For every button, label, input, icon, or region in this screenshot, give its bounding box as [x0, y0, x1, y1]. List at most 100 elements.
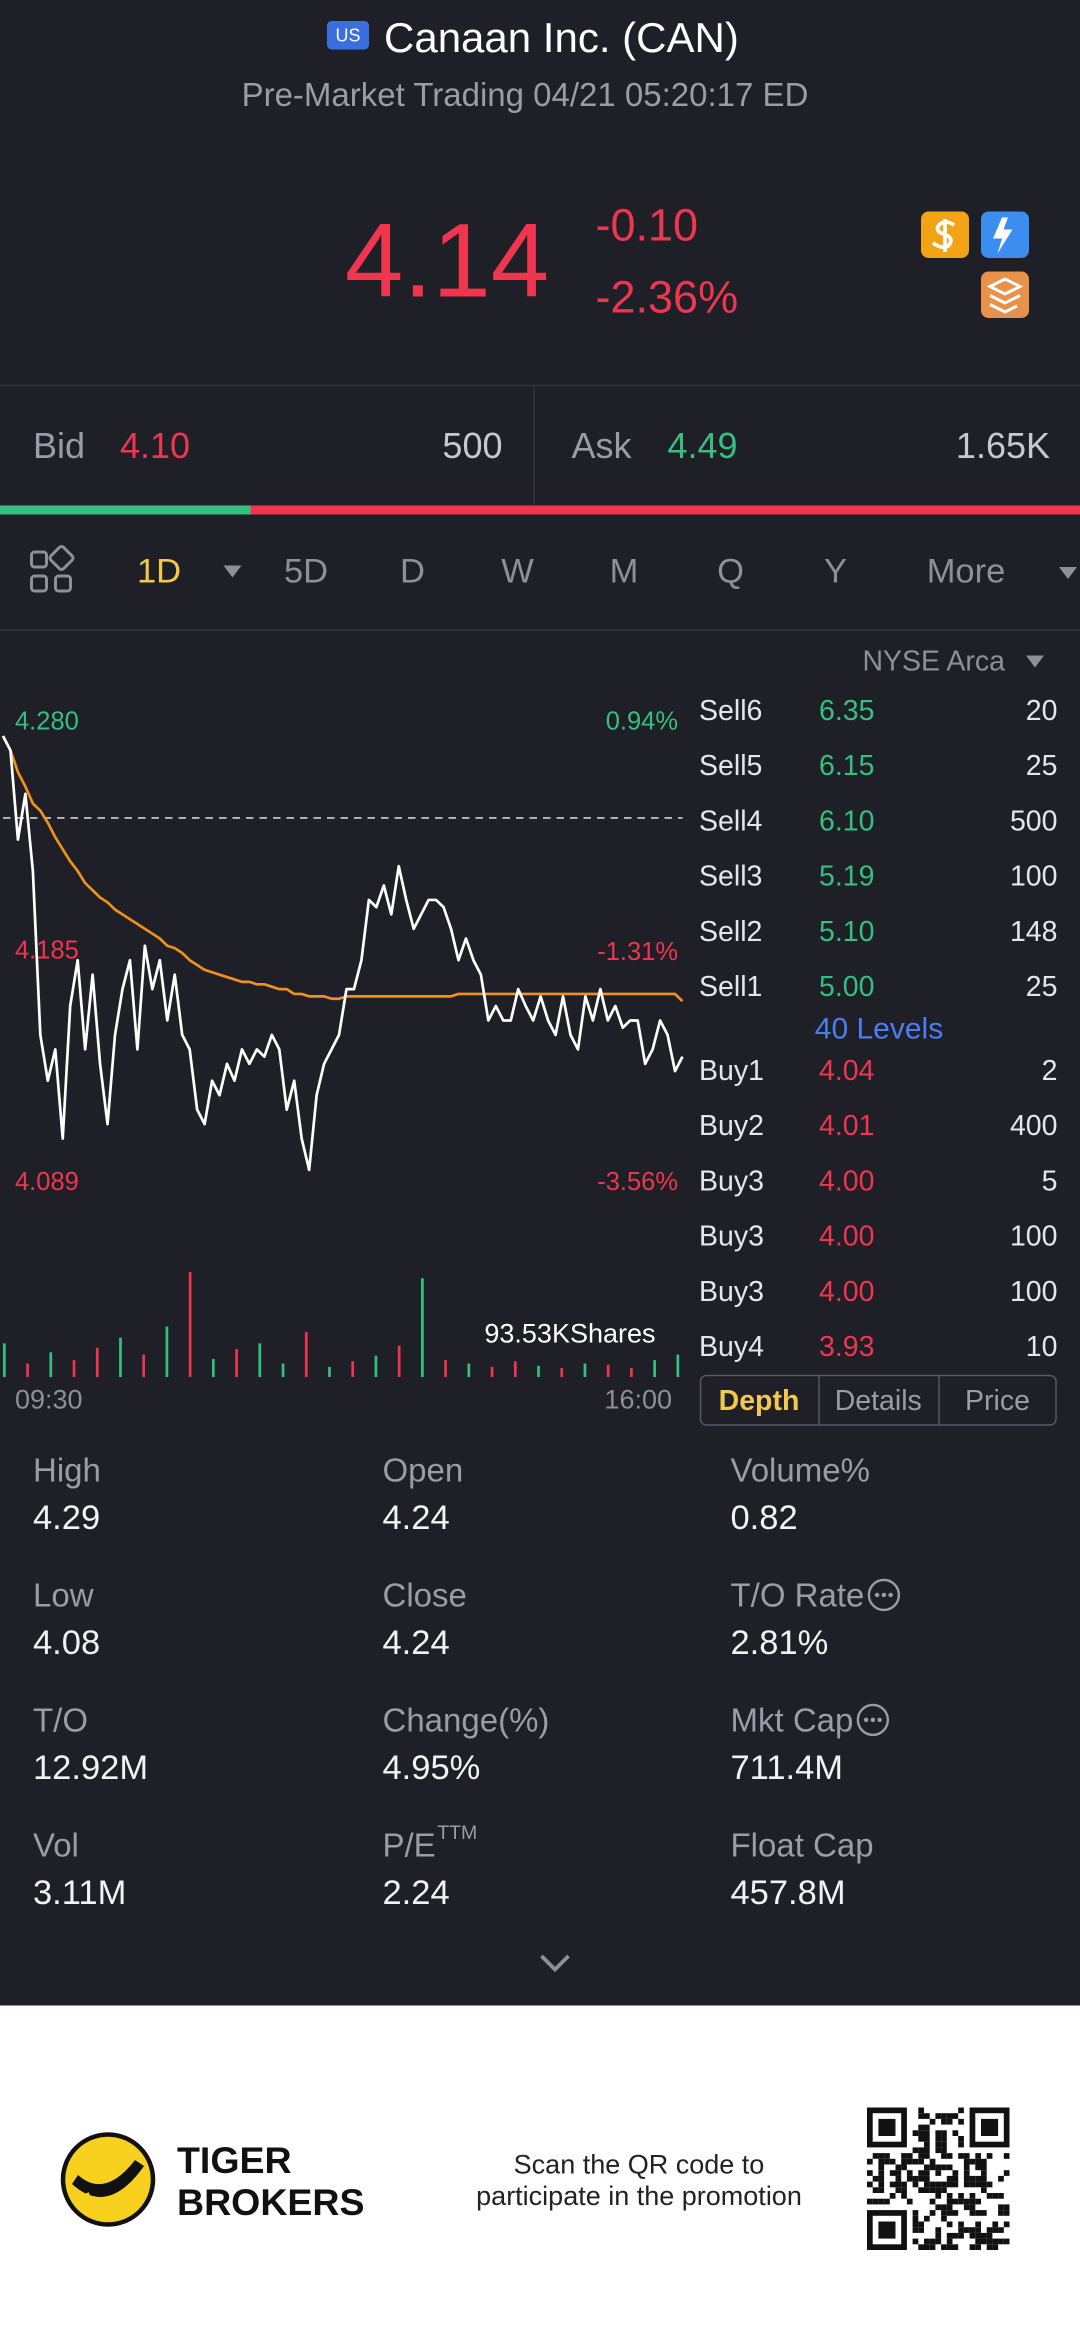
period-tab[interactable]: More — [927, 553, 1006, 591]
qr-finder — [981, 2118, 999, 2137]
qr-module — [935, 2130, 942, 2137]
qr-module — [969, 2198, 976, 2205]
qr-module — [969, 2175, 976, 2182]
info-icon[interactable] — [867, 1578, 901, 1612]
qr-module — [929, 2164, 936, 2171]
ask-size: 1.65K — [956, 425, 1050, 466]
qr-module — [963, 2198, 970, 2205]
bid-ratio-bar — [0, 505, 251, 515]
stat-label: Open — [383, 1452, 464, 1489]
qr-module — [924, 2153, 930, 2159]
info-dot — [877, 1717, 882, 1723]
qr-module — [884, 2198, 890, 2205]
exchange-arrow[interactable] — [1026, 655, 1044, 668]
qr-module — [946, 2238, 953, 2245]
volume-bar — [258, 1343, 262, 1378]
qr-module — [867, 2170, 873, 2176]
volume-bar — [26, 1363, 29, 1378]
stat-value: 4.08 — [33, 1624, 100, 1662]
qr-module — [878, 2164, 885, 2171]
book-tab[interactable]: Depth — [719, 1385, 800, 1417]
info-dot — [888, 1592, 893, 1598]
period-tab[interactable]: Y — [824, 553, 847, 591]
stat-label: Volume% — [731, 1452, 870, 1489]
order-side: Sell5 — [699, 750, 762, 782]
order-side: Buy2 — [699, 1110, 764, 1142]
period-tab[interactable]: 5D — [284, 553, 328, 591]
period-tab[interactable]: M — [610, 553, 639, 591]
period-tab[interactable]: 1D — [137, 553, 181, 591]
stat-label: T/O — [33, 1701, 88, 1738]
exchange-selector[interactable]: NYSE Arca — [862, 646, 1005, 678]
qr-module — [935, 2187, 942, 2194]
bid-price: 4.10 — [120, 425, 190, 466]
y2-tick-label: 0.94% — [606, 708, 678, 736]
qr-module — [986, 2193, 993, 2199]
volume-bar — [444, 1360, 447, 1378]
qr-module — [946, 2193, 953, 2199]
feature-icons[interactable] — [921, 211, 1029, 319]
volume-bar — [513, 1361, 517, 1378]
levels-button[interactable]: 40 Levels — [815, 1013, 943, 1046]
qr-module — [958, 2136, 964, 2142]
volume-bar — [653, 1360, 656, 1378]
qr-module — [895, 2181, 902, 2188]
qr-module — [952, 2198, 959, 2205]
qr-module — [952, 2175, 959, 2182]
promo-text: Scan the QR code to — [514, 2150, 765, 2180]
dropdown-arrow[interactable] — [223, 565, 242, 578]
qr-module — [901, 2181, 907, 2188]
qr-module — [975, 2227, 981, 2233]
price-change-percent: -2.36% — [596, 272, 739, 323]
volume-bar — [374, 1355, 378, 1378]
book-tab[interactable]: Details — [835, 1385, 922, 1417]
order-price: 5.19 — [819, 861, 874, 893]
expand-chevron[interactable] — [540, 1954, 570, 1973]
qr-module — [986, 2227, 993, 2233]
qr-module — [992, 2244, 999, 2251]
order-side: Buy3 — [699, 1221, 764, 1253]
qr-module — [878, 2158, 885, 2165]
qr-module — [867, 2181, 873, 2188]
qr-module — [986, 2181, 993, 2188]
period-tab[interactable]: Q — [717, 553, 744, 591]
layout-icon[interactable] — [30, 545, 75, 593]
order-side: Buy4 — [699, 1331, 764, 1363]
volume-bar — [490, 1366, 494, 1378]
qr-module — [924, 2175, 930, 2182]
order-price: 4.00 — [819, 1165, 874, 1197]
dropdown-arrow[interactable] — [1059, 567, 1077, 580]
promo-text: participate in the promotion — [476, 2181, 802, 2211]
qr-module — [929, 2244, 936, 2251]
qr-module — [935, 2141, 942, 2148]
qr-module — [901, 2193, 907, 2199]
order-price: 6.10 — [819, 805, 874, 837]
qr-module — [924, 2215, 930, 2222]
stat-value: 711.4M — [731, 1749, 844, 1787]
qr-module — [975, 2175, 981, 2182]
order-side: Sell4 — [699, 805, 763, 837]
qr-module — [912, 2181, 919, 2188]
qr-module — [941, 2210, 947, 2216]
qr-module — [935, 2232, 942, 2239]
logo-circle — [60, 2132, 156, 2227]
stat-label: Mkt Cap — [731, 1701, 854, 1738]
period-tab[interactable]: W — [501, 553, 534, 591]
order-side: Buy3 — [699, 1165, 764, 1197]
period-tab[interactable]: D — [400, 553, 425, 591]
price-line — [1, 735, 684, 1003]
qr-module — [992, 2221, 999, 2228]
qr-module — [986, 2232, 993, 2239]
qr-module — [912, 2175, 919, 2182]
volume-bar — [3, 1343, 6, 1378]
qr-module — [878, 2181, 885, 2188]
qr-finder — [878, 2118, 896, 2137]
qr-module — [929, 2158, 936, 2165]
qr-module — [946, 2198, 953, 2205]
order-price: 4.00 — [819, 1221, 874, 1253]
volume-bar — [630, 1368, 633, 1378]
info-icon[interactable] — [856, 1703, 890, 1737]
order-price: 5.10 — [819, 916, 874, 948]
book-tab[interactable]: Price — [965, 1385, 1030, 1417]
qr-module — [924, 2187, 930, 2194]
